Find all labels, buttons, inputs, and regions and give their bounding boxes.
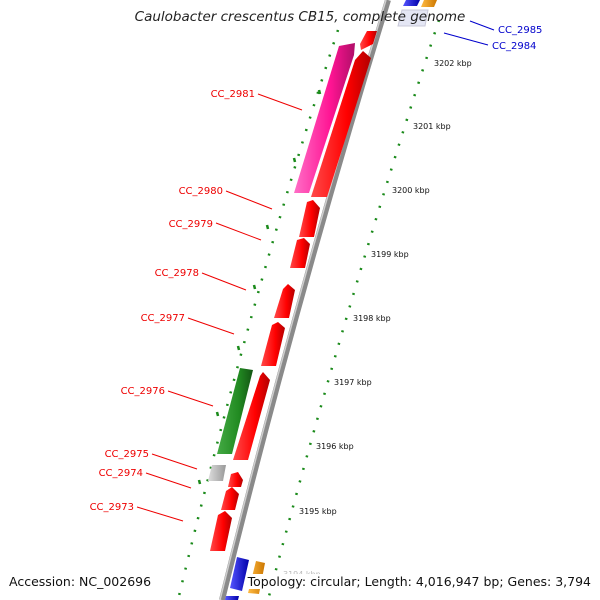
gene-label[interactable]: CC_2977 xyxy=(141,313,185,324)
gene-cc2984-gray xyxy=(397,9,429,27)
gene-cc2976-green xyxy=(217,368,253,454)
gene-label[interactable]: CC_2974 xyxy=(99,468,143,479)
gene-cc2979-cds xyxy=(290,238,310,268)
accession-text: Accession: NC_002696 xyxy=(9,574,154,589)
gene-cc2985-orange xyxy=(421,0,437,7)
gene-label[interactable]: CC_2976 xyxy=(121,386,165,397)
gene-cc2976-cds xyxy=(233,372,270,460)
gene-cc2974b-cds xyxy=(221,487,239,510)
inner-track-major-ticks xyxy=(197,89,322,485)
gene-label[interactable]: CC_2984 xyxy=(492,41,536,52)
gene-bottom-blue xyxy=(230,557,249,591)
gene-label[interactable]: CC_2985 xyxy=(498,25,542,36)
gene-label[interactable]: CC_2979 xyxy=(169,219,213,230)
gene-cc2980-cds xyxy=(299,200,320,237)
gene-label[interactable]: CC_2978 xyxy=(155,268,199,279)
gene-label[interactable]: CC_2973 xyxy=(90,502,134,513)
scale-label: 3197 kbp xyxy=(334,378,372,387)
scale-label: 3196 kbp xyxy=(316,442,354,451)
gene-cc2981-cds xyxy=(311,51,371,197)
scale-label: 3199 kbp xyxy=(371,250,409,259)
gene-cc2977-cds xyxy=(261,322,285,366)
gene-cc2975-gray xyxy=(208,465,226,481)
scale-label: 3195 kbp xyxy=(299,507,337,516)
gene-label-leaders xyxy=(136,20,495,522)
gene-cc2973-cds xyxy=(210,511,232,551)
scale-label: 3200 kbp xyxy=(392,186,430,195)
gene-cc2981-pink xyxy=(294,43,355,193)
gene-label[interactable]: CC_2981 xyxy=(211,89,255,100)
gene-label[interactable]: CC_2980 xyxy=(179,186,223,197)
scale-label: 3198 kbp xyxy=(353,314,391,323)
topology-text: Topology: circular; Length: 4,016,947 bp… xyxy=(245,574,591,589)
gene-labels: CC_2985 CC_2984 CC_2981 CC_2980 CC_2979 … xyxy=(90,25,543,513)
gene-cc2985-blue xyxy=(403,0,420,6)
gene-cc2982-cds xyxy=(360,31,377,50)
gene-bottom-blue-2 xyxy=(225,596,239,600)
gene-cc2974-cds xyxy=(228,472,243,487)
scale-label: 3202 kbp xyxy=(434,59,472,68)
map-title: Caulobacter crescentus CB15, complete ge… xyxy=(134,9,466,25)
scale-label: 3201 kbp xyxy=(413,122,451,131)
gene-cc2978-cds xyxy=(274,284,295,318)
gene-label[interactable]: CC_2975 xyxy=(105,449,149,460)
